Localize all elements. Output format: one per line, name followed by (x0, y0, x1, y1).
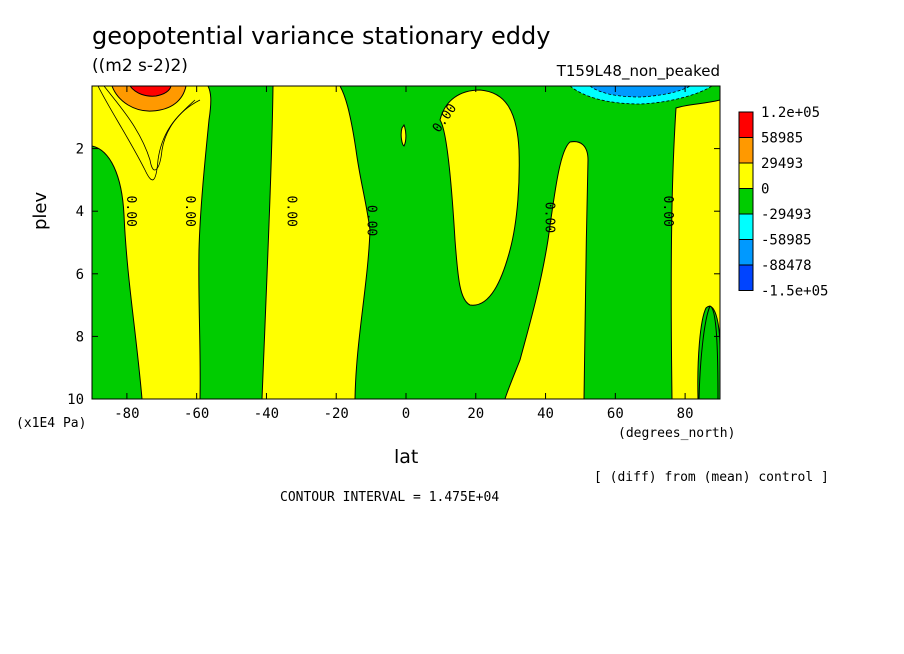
colorbar: 1.2e+05 58985 29493 0 -29493 -58985 -88478 -1.5… (738, 105, 828, 300)
run-name: T159L48_non_peaked (556, 62, 720, 80)
negative-islet-north (698, 305, 719, 399)
colorbar-swatch (738, 264, 754, 291)
colorbar-label: 0 (761, 182, 769, 198)
contour-label: 0.00 (660, 196, 675, 227)
x-tick-label: 80 (677, 406, 694, 422)
colorbar-swatch (738, 213, 754, 240)
contour-label: 0.00 (123, 196, 138, 227)
contour-line-south-2 (103, 86, 196, 171)
x-tick-label: -40 (254, 406, 279, 422)
contour-label: 0.00 (542, 202, 557, 233)
x-tick-label: 40 (537, 406, 554, 422)
colorbar-label: -1.5e+05 (761, 284, 828, 300)
colorbar-swatch (738, 239, 754, 266)
colorbar-label: 58985 (761, 131, 803, 147)
positive-region-tropics-north (439, 89, 520, 306)
high-region-south (111, 86, 187, 112)
y-tick-label: 2 (76, 142, 84, 158)
colorbar-label: 29493 (761, 156, 803, 172)
y-tick-label: 4 (76, 204, 84, 220)
colorbar-swatch (738, 111, 754, 138)
positive-region-midlat-north (504, 141, 589, 399)
y-axis-unit: (x1E4 Pa) (16, 416, 87, 431)
x-tick-label: 0 (402, 406, 410, 422)
chart-units: ((m2 s-2)2) (92, 56, 188, 76)
x-axis-label: lat (394, 446, 419, 468)
contour-labels: 0.00 0.00 0.00 0.00 0.00 0.000.00 (123, 101, 675, 236)
x-axis-unit: (degrees_north) (618, 426, 736, 441)
colorbar-label: -29493 (761, 207, 812, 223)
colorbar-label: -58985 (761, 233, 812, 249)
max-region-south (129, 86, 172, 97)
colorbar-label: 1.2e+05 (761, 105, 820, 121)
colorbar-swatch (738, 188, 754, 215)
x-tick-label: 60 (607, 406, 624, 422)
chart-title: geopotential variance stationary eddy (92, 22, 551, 50)
contour-interval: CONTOUR INTERVAL = 1.475E+04 (280, 490, 500, 505)
tropical-islet (400, 123, 407, 147)
colorbar-swatch (738, 162, 754, 189)
colorbar-label: -88478 (761, 258, 812, 274)
positive-region-polar-north (670, 99, 720, 399)
y-tick-label: 10 (67, 392, 84, 408)
x-tick-label: -60 (184, 406, 209, 422)
x-tick-label: -20 (324, 406, 349, 422)
contour-label: 0.00 (364, 205, 379, 236)
diff-note: [ (diff) from (mean) control ] (594, 470, 829, 485)
colorbar-swatch (738, 137, 754, 164)
positive-region-south (92, 86, 212, 399)
contour-label: 0.00 (283, 196, 298, 227)
x-tick-label: -80 (114, 406, 139, 422)
plot-fill-area (92, 86, 720, 399)
axis-ticks: -80 -60 -40 -20 0 20 40 60 80 2 4 6 8 10 (67, 86, 720, 422)
contour-label: 0.00 (182, 196, 197, 227)
positive-region-midlat-south (261, 86, 371, 399)
y-tick-label: 6 (76, 267, 84, 283)
y-tick-label: 8 (76, 329, 84, 345)
x-tick-label: 20 (467, 406, 484, 422)
